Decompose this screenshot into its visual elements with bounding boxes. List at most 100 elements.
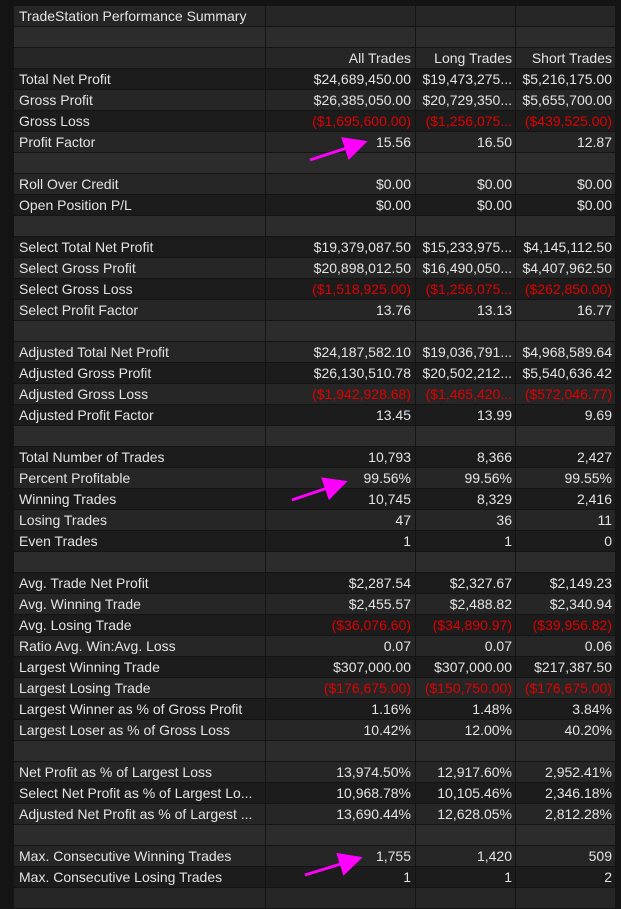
cell: $26,130,510.78	[266, 363, 415, 383]
spacer-row	[14, 321, 615, 342]
cell	[266, 6, 415, 26]
cell: 12,917.60%	[416, 762, 515, 782]
cell: 1	[416, 531, 515, 551]
cell: $19,036,791...	[416, 342, 515, 362]
data-row: Adjusted Gross Profit $26,130,510.78 $20,5…	[14, 363, 615, 384]
cell: 10,968.78%	[266, 783, 415, 803]
cell: $24,689,450.00	[266, 69, 415, 89]
data-row: Largest Loser as % of Gross Loss 10.42% 12…	[14, 720, 615, 741]
data-row: Profit Factor 15.56 16.50 12.87	[14, 132, 615, 153]
cell: 36	[416, 510, 515, 530]
cell: 13,690.44%	[266, 804, 415, 824]
cell: 10.42%	[266, 720, 415, 740]
cell: $0.00	[516, 195, 615, 215]
cell	[266, 825, 415, 845]
cell: 2,812.28%	[516, 804, 615, 824]
spacer-row	[14, 825, 615, 846]
cell	[416, 321, 515, 341]
cell: 2,346.18%	[516, 783, 615, 803]
cell	[14, 48, 265, 68]
cell	[516, 153, 615, 173]
data-row: Winning Trades 10,745 8,329 2,416	[14, 489, 615, 510]
cell: 9.69	[516, 405, 615, 425]
data-row: Max. Consecutive Winning Trades 1,755 1,42…	[14, 846, 615, 867]
cell: Percent Profitable	[14, 468, 265, 488]
data-row: Largest Winning Trade $307,000.00 $307,000…	[14, 657, 615, 678]
cell: $2,327.67	[416, 573, 515, 593]
cell: Gross Loss	[14, 111, 265, 131]
data-row: Adjusted Total Net Profit $24,187,582.10 $…	[14, 342, 615, 363]
cell: Profit Factor	[14, 132, 265, 152]
cell: ($1,695,600.00)	[266, 111, 415, 131]
cell: 0.06	[516, 636, 615, 656]
cell: Losing Trades	[14, 510, 265, 530]
cell	[14, 888, 265, 908]
cell: ($262,850.00)	[516, 279, 615, 299]
cell: Max. Consecutive Winning Trades	[14, 846, 265, 866]
data-row: Total Net Profit $24,689,450.00 $19,473,27…	[14, 69, 615, 90]
cell: $4,145,112.50	[516, 237, 615, 257]
partial-row	[14, 888, 615, 909]
cell: Largest Winning Trade	[14, 657, 265, 677]
cell: 1.16%	[266, 699, 415, 719]
cell: Avg. Losing Trade	[14, 615, 265, 635]
cell: Avg. Trade Net Profit	[14, 573, 265, 593]
cell	[266, 216, 415, 236]
cell: 2	[516, 867, 615, 887]
cell	[416, 6, 515, 26]
cell	[266, 888, 415, 908]
data-row: Select Gross Profit $20,898,012.50 $16,490…	[14, 258, 615, 279]
cell	[516, 426, 615, 446]
cell: ($36,076.60)	[266, 615, 415, 635]
data-row: Select Gross Loss ($1,518,925.00) ($1,256,…	[14, 279, 615, 300]
spacer-row	[14, 216, 615, 237]
cell: $307,000.00	[266, 657, 415, 677]
data-row: Even Trades 1 1 0	[14, 531, 615, 552]
cell: 99.55%	[516, 468, 615, 488]
cell: 11	[516, 510, 615, 530]
cell: ($34,890.97)	[416, 615, 515, 635]
cell: $20,898,012.50	[266, 258, 415, 278]
cell: 16.50	[416, 132, 515, 152]
cell: Largest Losing Trade	[14, 678, 265, 698]
cell: $0.00	[266, 195, 415, 215]
cell: ($1,465,420...	[416, 384, 515, 404]
cell	[416, 27, 515, 47]
cell	[416, 216, 515, 236]
data-row: Percent Profitable 99.56% 99.56% 99.55%	[14, 468, 615, 489]
cell: ($572,046.77)	[516, 384, 615, 404]
cell	[416, 552, 515, 572]
cell: 47	[266, 510, 415, 530]
data-row: Ratio Avg. Win:Avg. Loss 0.07 0.07 0.06	[14, 636, 615, 657]
cell: 10,745	[266, 489, 415, 509]
cell	[516, 888, 615, 908]
data-row: Adjusted Gross Loss ($1,942,928.68) ($1,46…	[14, 384, 615, 405]
cell: Select Net Profit as % of Largest Lo...	[14, 783, 265, 803]
cell: 509	[516, 846, 615, 866]
cell: Adjusted Profit Factor	[14, 405, 265, 425]
cell: $2,287.54	[266, 573, 415, 593]
cell	[516, 321, 615, 341]
cell: 0.07	[416, 636, 515, 656]
cell: ($150,750.00)	[416, 678, 515, 698]
cell: 8,329	[416, 489, 515, 509]
cell: 12,628.05%	[416, 804, 515, 824]
spacer-row	[14, 426, 615, 447]
cell: Select Gross Loss	[14, 279, 265, 299]
cell: 13.45	[266, 405, 415, 425]
data-row: Total Number of Trades 10,793 8,366 2,427	[14, 447, 615, 468]
cell: ($176,675.00)	[266, 678, 415, 698]
cell: Total Net Profit	[14, 69, 265, 89]
cell: ($1,942,928.68)	[266, 384, 415, 404]
cell: $5,540,636.42	[516, 363, 615, 383]
data-row: Select Profit Factor 13.76 13.13 16.77	[14, 300, 615, 321]
cell: ($176,675.00)	[516, 678, 615, 698]
cell	[266, 741, 415, 761]
data-row: Gross Profit $26,385,050.00 $20,729,350...…	[14, 90, 615, 111]
cell: $26,385,050.00	[266, 90, 415, 110]
cell: 2,427	[516, 447, 615, 467]
cell: $217,387.50	[516, 657, 615, 677]
spacer-row	[14, 27, 615, 48]
cell	[14, 153, 265, 173]
